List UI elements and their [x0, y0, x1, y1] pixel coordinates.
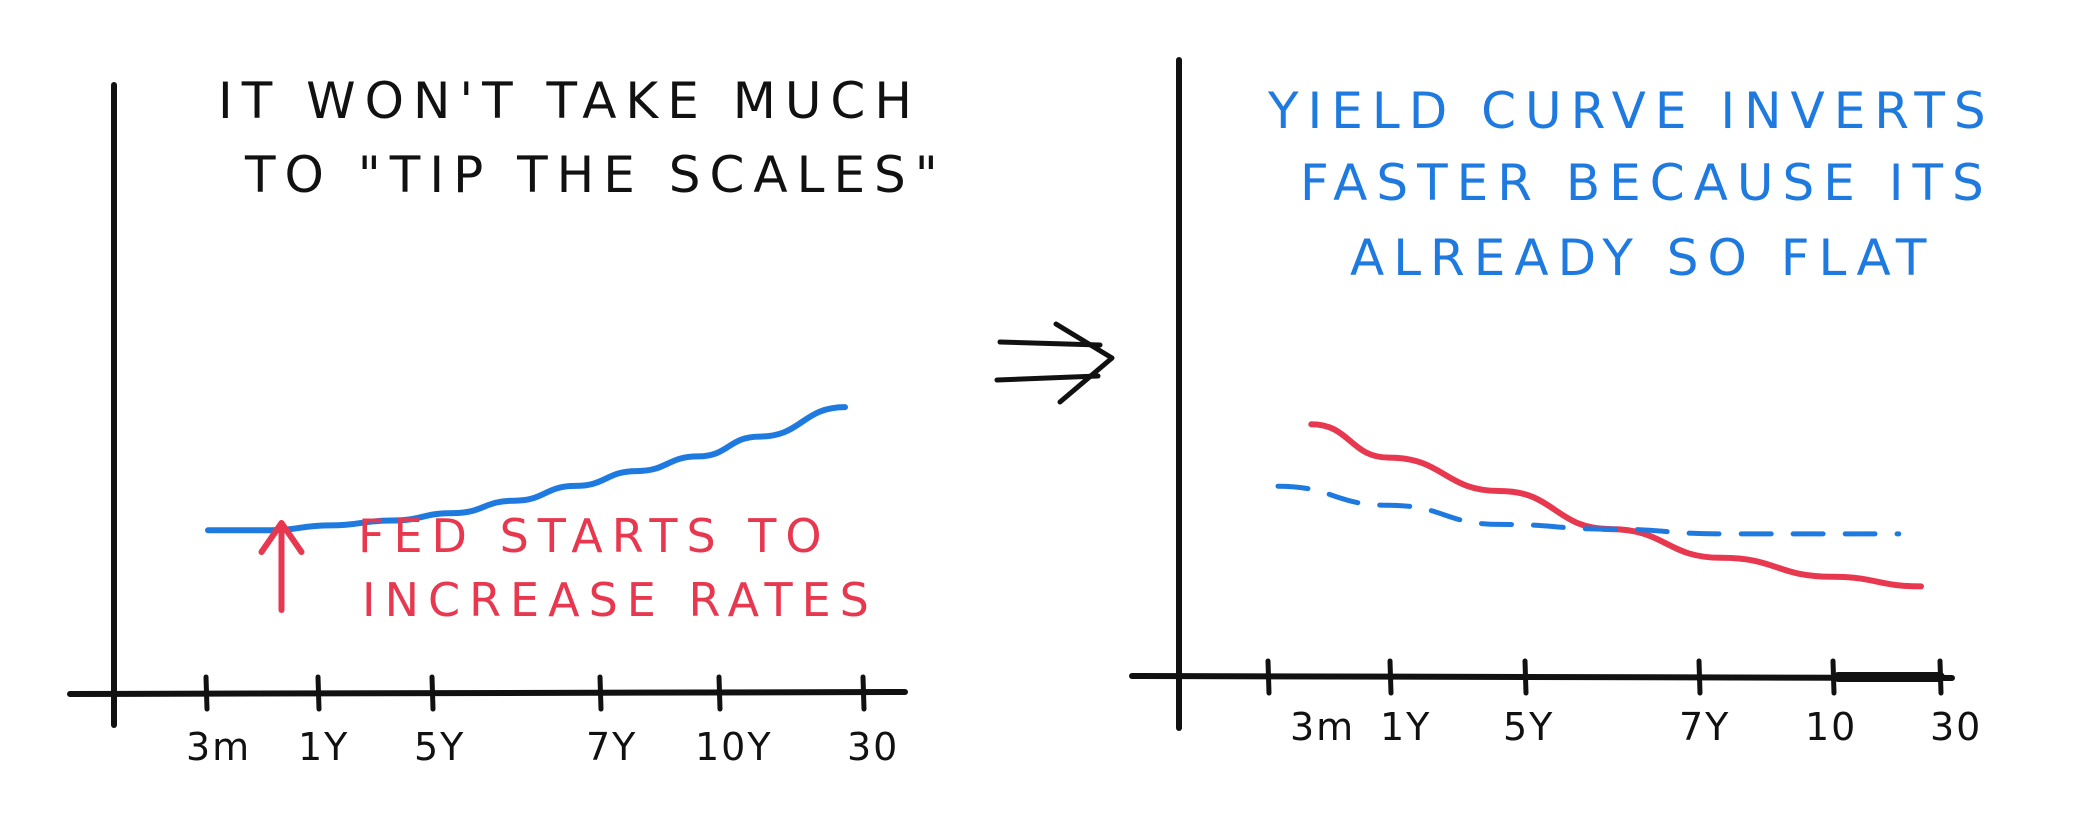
arrow-right-double-icon: [994, 321, 1115, 405]
left-x-tick-5: [860, 674, 867, 712]
left-x-tick-label-4: 10Y: [695, 725, 773, 769]
right-x-tick-label-4: 10: [1805, 705, 1857, 749]
left-x-tick-label-2: 5Y: [414, 725, 465, 769]
right-x-tick-label-1: 1Y: [1380, 705, 1431, 749]
right-x-tick-5: [1937, 658, 1944, 696]
left-x-tick-1: [315, 674, 322, 712]
right-x-tick-1: [1387, 658, 1394, 696]
right-x-tick-3: [1696, 658, 1703, 696]
left-x-tick-label-1: 1Y: [298, 725, 349, 769]
left-x-tick-label-5: 30: [847, 725, 899, 769]
right-series-blue-dashed-line: [1275, 483, 1902, 537]
left-note-line1: FED STARTS TO: [358, 509, 831, 563]
red-up-arrow-head: [258, 520, 305, 555]
right-title-line1: YIELD CURVE INVERTS: [1267, 82, 1995, 140]
left-note-line2: INCREASE RATES: [362, 573, 878, 627]
right-x-tick-label-3: 7Y: [1679, 705, 1730, 749]
left-series-blue-line: [205, 404, 848, 534]
right-x-tick-label-2: 5Y: [1503, 705, 1554, 749]
right-x-tick-2: [1522, 658, 1529, 696]
red-up-arrow: [258, 520, 305, 613]
left-x-tick-0: [203, 674, 210, 712]
left-x-axis: [67, 689, 908, 697]
right-title-line2: FASTER BECAUSE ITS: [1300, 154, 1993, 212]
left-x-tick-2: [429, 674, 436, 712]
left-x-tick-label-0: 3m: [186, 725, 251, 769]
left-title-line2: TO "TIP THE SCALES": [244, 146, 947, 204]
right-x-tick-4: [1830, 658, 1837, 696]
right-x-tick-label-0: 3m: [1290, 705, 1355, 749]
right-title-line3: ALREADY SO FLAT: [1350, 229, 1935, 287]
left-x-tick-3: [597, 674, 604, 712]
right-x-tick-label-5: 30: [1930, 705, 1982, 749]
right-x-axis: [1129, 673, 1955, 681]
left-chart: 3m 1Y 5Y 7Y 10Y 30 IT WON'T TAKE MUCH TO "TIP…: [67, 72, 947, 769]
left-title-line1: IT WON'T TAKE MUCH: [218, 72, 921, 130]
left-x-tick-label-3: 7Y: [586, 725, 637, 769]
right-x-tick-0: [1265, 658, 1272, 696]
right-chart: 3m 1Y 5Y 7Y 10 30 YIELD CURVE INVERTS FASTER …: [1129, 57, 1995, 749]
left-x-tick-4: [716, 674, 723, 712]
